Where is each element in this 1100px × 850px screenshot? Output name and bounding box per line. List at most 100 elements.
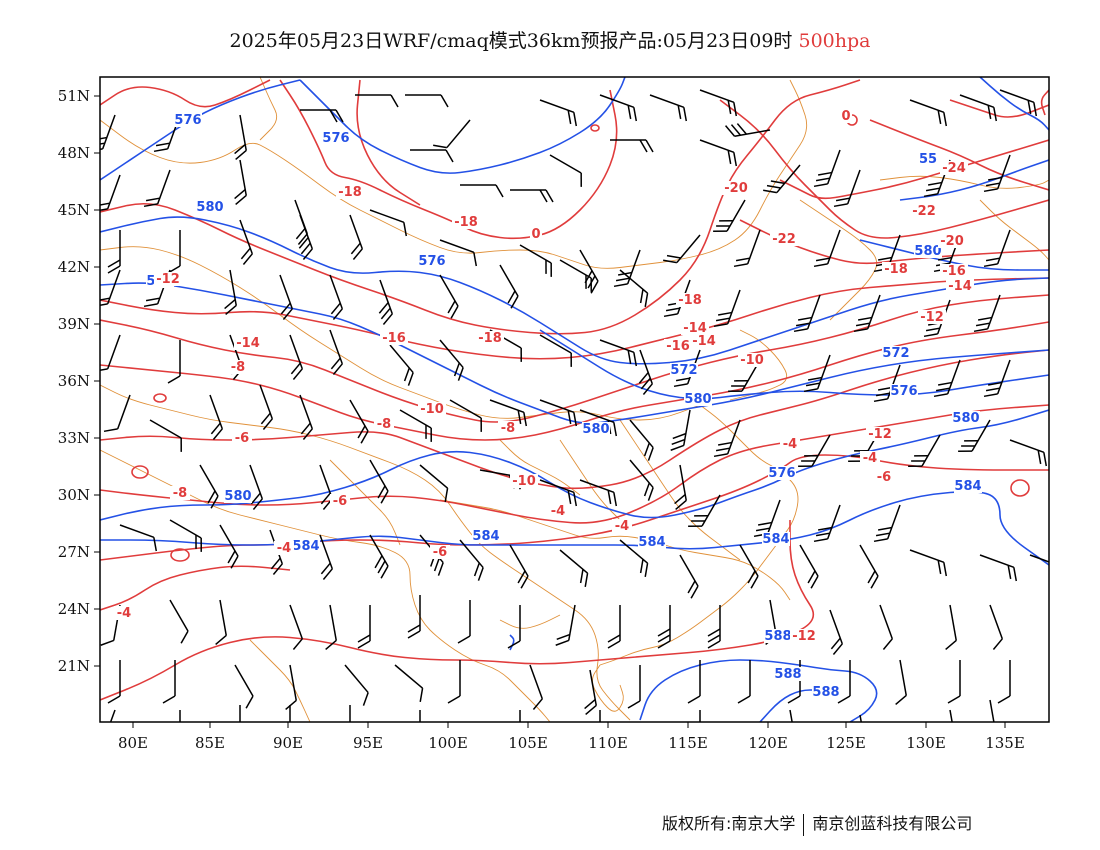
wind-barb	[209, 394, 224, 440]
height-contour-label: 588	[774, 667, 801, 682]
temperature-contour-label: -18	[478, 331, 502, 346]
wind-barb	[289, 705, 291, 722]
temperature-contour-label: -4	[863, 451, 877, 466]
wind-barb	[199, 464, 219, 509]
wind-barb	[933, 359, 961, 398]
temperature-isotherm	[100, 277, 1049, 360]
temperature-isotherm	[100, 565, 291, 611]
wind-barb	[909, 549, 948, 577]
wind-barb	[349, 705, 351, 722]
wind-barb	[239, 705, 241, 722]
temperature-contour-label: -16	[942, 264, 966, 279]
temperature-isotherm-loop	[131, 465, 149, 479]
temperature-contour-label: -12	[920, 310, 944, 325]
temperature-contour-label: 0	[841, 109, 850, 124]
lon-tick-label: 85E	[195, 734, 225, 752]
height-contour-label: 572	[882, 346, 909, 361]
province-boundary	[100, 384, 631, 721]
wind-barb	[657, 605, 671, 649]
temperature-contour-label: -4	[117, 606, 131, 621]
temperature-isotherm	[100, 79, 861, 335]
lat-tick-label: 39N	[58, 315, 90, 333]
wind-barb	[507, 605, 521, 649]
wind-barb	[549, 154, 582, 187]
lat-tick-label: 45N	[58, 201, 90, 219]
temperature-isotherm	[100, 454, 1049, 561]
wind-barb	[629, 419, 654, 461]
wind-barb	[239, 219, 254, 265]
height-contour-label-bg	[418, 254, 446, 268]
height-contour-label-bg	[224, 489, 252, 503]
temperature-contour-label-bg	[840, 109, 852, 123]
wind-barb	[713, 289, 741, 328]
height-contour-label: 584	[762, 532, 789, 547]
temperature-contour-label: -14	[236, 336, 260, 351]
wind-barb	[584, 669, 597, 716]
height-contour-label: 580	[196, 200, 223, 215]
wind-barb	[663, 234, 701, 264]
height-contour-label: 576	[174, 113, 201, 128]
wind-barb	[555, 604, 576, 646]
wind-barb	[369, 534, 389, 579]
wind-barb	[687, 660, 701, 704]
height-isohypse	[100, 409, 1049, 521]
height-isohypse	[100, 282, 1049, 424]
temperature-contour-label-bg	[336, 185, 364, 199]
temperature-isotherm-loop	[590, 124, 600, 132]
wind-barb	[813, 229, 841, 268]
height-contour-label-bg	[764, 629, 792, 643]
temperature-isotherm	[100, 321, 1049, 441]
height-contour-label: 576	[418, 254, 445, 269]
temperature-contour-label: -12	[792, 629, 816, 644]
wind-barb	[737, 660, 751, 704]
wind-barb	[389, 344, 414, 386]
axes: 80E 85E 90E 95E 100E 105E 110E 115E 120E 125E 130E…	[58, 87, 1025, 752]
wind-barb	[989, 699, 997, 722]
temperature-contour-label: -18	[678, 293, 702, 308]
temperature-contour-label: -18	[338, 185, 362, 200]
province-boundary	[729, 329, 788, 401]
height-contour-label-bg	[670, 363, 698, 377]
wind-barb	[909, 99, 948, 127]
temperature-contour-label-bg	[681, 321, 709, 335]
temperature-contour-label: -12	[156, 272, 180, 287]
height-contour-label: 584	[292, 539, 319, 554]
wind-barb	[945, 604, 957, 651]
lon-tick-label: 100E	[428, 734, 468, 752]
wind-barb	[539, 99, 578, 127]
temperature-contour-label-bg	[918, 310, 946, 324]
wind-barb	[699, 139, 738, 167]
wind-barb	[1009, 439, 1048, 467]
wind-barb	[813, 504, 841, 543]
wind-barb	[167, 340, 181, 384]
wind-barb	[713, 419, 741, 458]
wind-barb	[279, 274, 294, 320]
wind-barb	[499, 264, 519, 309]
province-boundary	[799, 199, 878, 321]
wind-barb	[958, 419, 991, 452]
wind-barb	[289, 334, 304, 380]
temperature-contour-label-bg	[170, 486, 190, 500]
wind-barb	[989, 604, 1004, 650]
wind-barb	[699, 710, 701, 722]
wind-barb	[853, 294, 881, 333]
wind-barb	[439, 274, 459, 319]
province-boundary	[879, 175, 1049, 189]
lat-tick-label: 33N	[58, 429, 90, 447]
wind-barb	[510, 189, 554, 203]
temperature-contour-label: -14	[692, 334, 716, 349]
temperature-contour-label: -24	[942, 161, 966, 176]
wind-barb	[733, 229, 761, 268]
wind-barb	[100, 114, 116, 153]
height-contour-label: 572	[670, 363, 697, 378]
wind-barb	[299, 394, 314, 440]
wind-barb	[895, 659, 907, 706]
wind-barb	[449, 399, 482, 432]
temperature-contour-label: -6	[433, 545, 447, 560]
wind-barb	[997, 660, 1011, 704]
height-contour-label-bg	[174, 113, 202, 127]
chart-title: 2025年05月23日WRF/cmaq模式36km预报产品:05月23日09时 …	[0, 26, 1100, 53]
wind-barb	[674, 464, 687, 511]
wind-barb	[169, 519, 202, 552]
wind-barbs	[100, 89, 1049, 722]
